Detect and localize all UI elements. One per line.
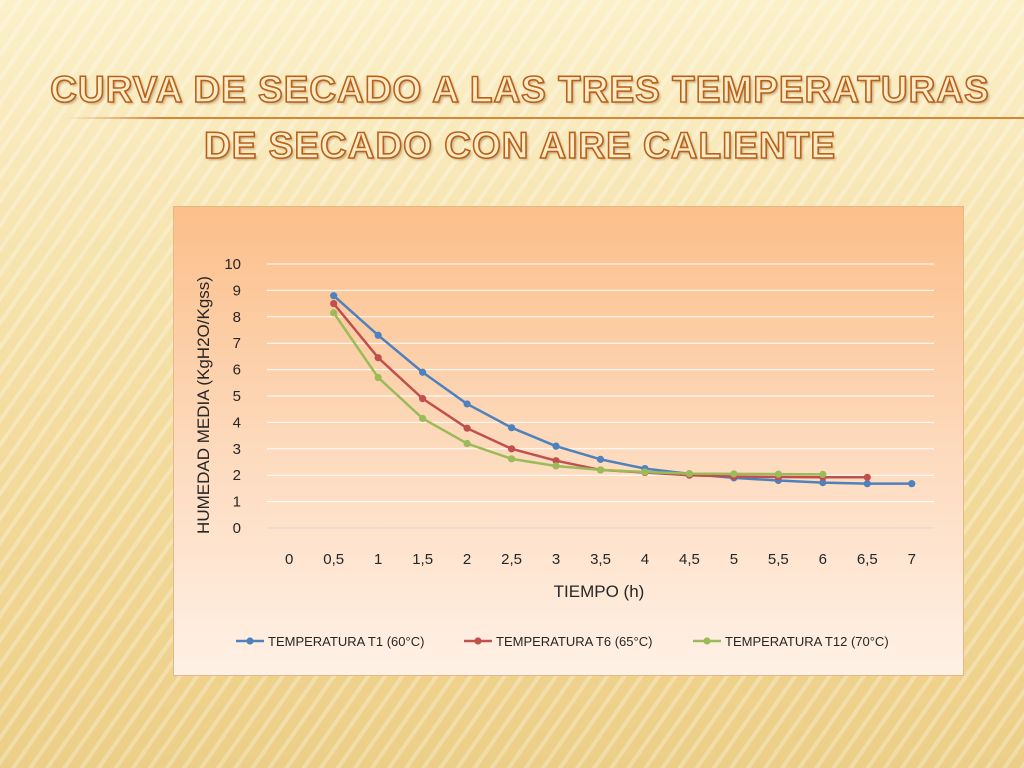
y-tick-label: 1 [233, 494, 241, 511]
data-point [730, 470, 738, 478]
data-point [419, 395, 427, 403]
y-tick-label: 0 [233, 520, 241, 537]
data-point [374, 354, 382, 362]
data-point [641, 468, 649, 476]
slide-title: CURVA DE SECADO A LAS TRES TEMPERATURAS … [40, 62, 1000, 174]
x-tick-label: 5 [730, 551, 738, 568]
data-point [419, 368, 427, 376]
data-point [552, 442, 560, 450]
series-line [332, 294, 912, 485]
x-tick-label: 0 [285, 551, 293, 568]
data-point [419, 414, 427, 423]
x-axis-title: TIEMPO (h) [554, 582, 645, 601]
data-point [330, 309, 338, 317]
series-line [332, 302, 868, 479]
data-point [819, 478, 827, 487]
legend-item-2: TEMPERATURA T6 (65°C) [464, 634, 652, 649]
legend-item-1: TEMPERATURA T1 (60°C) [236, 634, 424, 649]
x-tick-label: 2 [463, 551, 471, 568]
legend-item-3: TEMPERATURA T12 (70°C) [693, 634, 889, 649]
x-tick-label: 4 [641, 551, 649, 568]
x-tick-label: 6 [819, 551, 827, 568]
y-tick-label: 9 [233, 282, 241, 299]
data-point [374, 331, 382, 339]
slide-title-line-2: DE SECADO CON AIRE CALIENTE [203, 124, 837, 167]
x-tick-label: 7 [908, 551, 916, 568]
x-tick-label: 4,5 [679, 551, 700, 568]
data-point [507, 424, 516, 432]
legend-marker [474, 637, 482, 645]
data-point [596, 466, 605, 474]
data-point [374, 373, 382, 382]
y-tick-labels: 0 1 2 3 4 5 6 7 8 9 10 [224, 256, 241, 537]
data-point [685, 470, 694, 478]
series-line [332, 312, 823, 476]
x-tick-label: 1 [374, 551, 382, 568]
data-point [819, 470, 827, 479]
legend-marker [703, 637, 711, 645]
x-tick-label: 3 [552, 551, 560, 568]
data-point [330, 300, 338, 308]
data-point [463, 424, 471, 432]
data-point [596, 455, 605, 463]
legend-label: TEMPERATURA T6 (65°C) [496, 634, 652, 649]
y-tick-label: 3 [233, 441, 241, 458]
slide-title-line-1: CURVA DE SECADO A LAS TRES TEMPERATURAS [49, 68, 990, 111]
title-underline [66, 117, 1024, 119]
y-tick-label: 2 [233, 467, 241, 484]
data-point [507, 445, 516, 453]
data-point [863, 473, 871, 481]
series-2 [330, 300, 871, 481]
x-tick-label: 1,5 [412, 551, 433, 568]
data-point [552, 457, 560, 465]
x-tick-labels: 0 0,5 1 1,5 2 2,5 3 3,5 4 4,5 5 5,5 6 6,5 7 [285, 551, 916, 568]
x-tick-label: 0,5 [323, 551, 344, 568]
chart-area: 0 1 2 3 4 5 6 7 8 9 10 0 0,5 1 1,5 2 2,5 3 3,5 4 4,5 5 5,5 6 6,… [173, 206, 964, 676]
legend-label: TEMPERATURA T12 (70°C) [725, 634, 889, 649]
legend: TEMPERATURA T1 (60°C) TEMPERATURA T6 (65°… [236, 634, 889, 649]
x-tick-label: 3,5 [590, 551, 611, 568]
y-tick-label: 7 [233, 335, 241, 352]
data-point [463, 400, 471, 408]
data-point [908, 480, 916, 488]
legend-label: TEMPERATURA T1 (60°C) [268, 634, 424, 649]
legend-marker [246, 637, 254, 645]
series-3 [330, 309, 827, 479]
gridlines [267, 263, 934, 529]
data-point [330, 292, 338, 300]
y-tick-label: 10 [224, 256, 241, 273]
data-point [774, 470, 782, 478]
x-tick-label: 2,5 [501, 551, 522, 568]
drying-curve-chart: 0 1 2 3 4 5 6 7 8 9 10 0 0,5 1 1,5 2 2,5 3 3,5 4 4,5 5 5,5 6 6,… [194, 256, 934, 649]
data-point [507, 455, 516, 463]
y-tick-label: 5 [233, 388, 241, 405]
y-tick-label: 4 [233, 414, 241, 431]
y-axis-title: HUMEDAD MEDIA (KgH2O/Kgss) [194, 276, 213, 534]
x-tick-label: 6,5 [857, 551, 878, 568]
series-1 [330, 292, 916, 488]
x-tick-label: 5,5 [768, 551, 789, 568]
y-tick-label: 6 [233, 362, 241, 379]
data-point [463, 439, 471, 448]
data-point [863, 480, 871, 488]
y-tick-label: 8 [233, 309, 241, 326]
data-point [552, 462, 560, 470]
series-lines [330, 292, 916, 488]
